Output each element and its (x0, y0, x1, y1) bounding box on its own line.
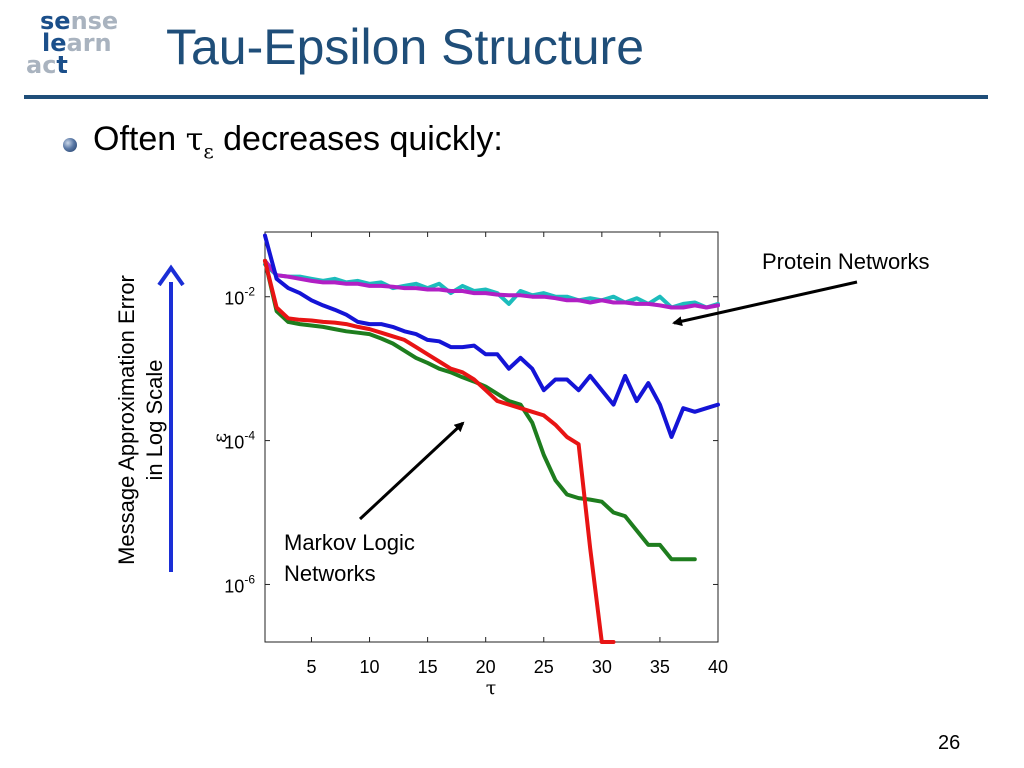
markov-label-line2: Networks (284, 561, 376, 586)
x-tick-label: 20 (476, 657, 496, 677)
chart-series (263, 233, 720, 644)
series-line-1 (263, 258, 720, 310)
x-tick-label: 40 (708, 657, 728, 677)
logo-text-1a: se (40, 7, 71, 35)
series-line-2 (263, 233, 720, 439)
epsilon-subscript: ε (203, 138, 214, 163)
bullet-prefix: Often (93, 120, 186, 158)
markov-arrow (358, 421, 465, 521)
page-number: 26 (938, 732, 961, 754)
logo-text-3a: ac (26, 51, 57, 79)
x-axis-ticks: 5 10 15 20 25 30 35 40 (306, 232, 728, 677)
bullet-text: Often τε decreases quickly: (93, 120, 503, 163)
title-divider (24, 95, 988, 99)
x-tick-label: 10 (360, 657, 380, 677)
y-tick-label: 10-2 (224, 285, 255, 309)
x-tick-label: 25 (534, 657, 554, 677)
x-tick-label: 30 (592, 657, 612, 677)
y-tick-label: 10-6 (224, 572, 255, 596)
bullet-icon (63, 138, 77, 152)
y-axis-ticks: 10-2 10-4 10-6 (224, 285, 718, 596)
tau-symbol: τ (185, 120, 204, 158)
sense-learn-act-logo: sense learn act (26, 7, 136, 79)
bullet-suffix: decreases quickly: (213, 120, 503, 158)
protein-networks-label: Protein Networks (762, 249, 930, 274)
markov-label-line1: Markov Logic (284, 530, 415, 555)
up-arrow-icon (157, 264, 185, 572)
logo-text-3b: t (56, 51, 68, 79)
logo-text-2b: arn (66, 29, 112, 57)
slide-title: Tau-Epsilon Structure (166, 19, 645, 75)
y-tick-label: 10-4 (224, 429, 255, 453)
y-axis-label: ε (209, 433, 231, 443)
x-axis-label: τ (486, 677, 497, 699)
x-tick-label: 35 (650, 657, 670, 677)
plot-frame (264, 231, 719, 643)
x-tick-label: 15 (418, 657, 438, 677)
protein-arrow (672, 280, 858, 327)
series-line-3 (263, 258, 697, 562)
series-line-4 (263, 258, 616, 644)
x-tick-label: 5 (306, 657, 316, 677)
logo-text-2a: le (42, 29, 67, 57)
logo-text-1b: nse (70, 7, 119, 35)
series-line-0 (263, 262, 720, 310)
